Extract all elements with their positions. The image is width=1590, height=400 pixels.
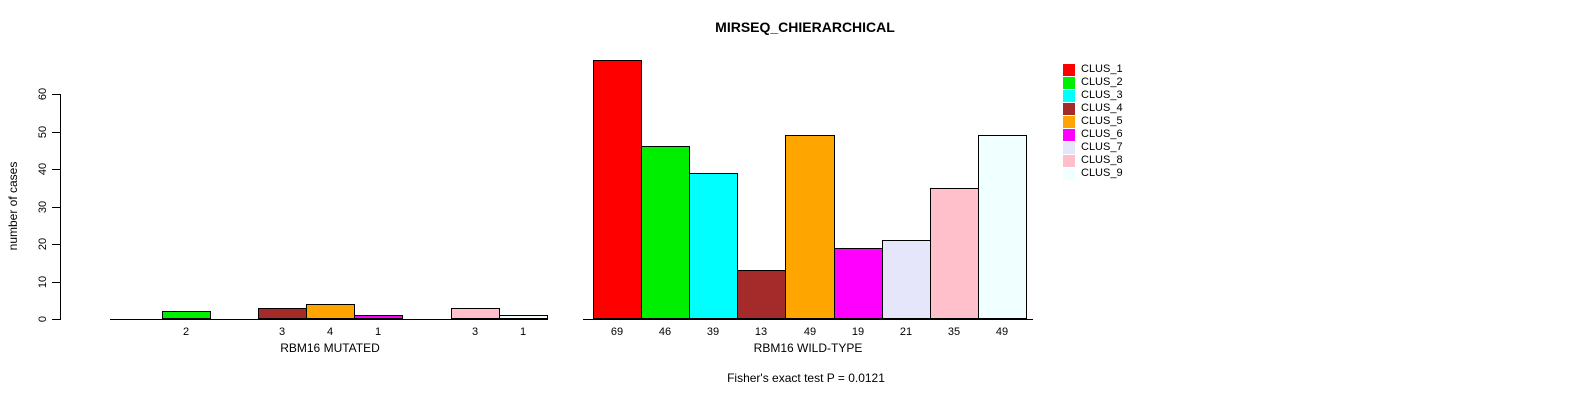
legend-swatch-CLUS_9 [1063, 167, 1075, 180]
bar-value-label: 49 [995, 326, 1009, 338]
y-tick-label: 40 [37, 162, 49, 176]
legend-label: CLUS_6 [1081, 128, 1123, 140]
bar-value-label: 2 [182, 326, 190, 338]
bar-value-label: 19 [851, 326, 865, 338]
bar-CLUS_6 [834, 248, 883, 319]
x-axis-line [583, 319, 1033, 320]
bar-value-label: 3 [471, 326, 479, 338]
y-tick [52, 132, 60, 133]
bar-CLUS_4 [258, 308, 307, 319]
bar-CLUS_2 [641, 146, 690, 319]
legend-label: CLUS_2 [1081, 76, 1123, 88]
bar-CLUS_8 [451, 308, 500, 319]
legend-label: CLUS_7 [1081, 141, 1123, 153]
legend-item: CLUS_5 [1063, 115, 1123, 128]
y-tick-label: 60 [37, 87, 49, 101]
y-axis-label: number of cases [6, 161, 20, 251]
chart-title: MIRSEQ_CHIERARCHICAL [715, 19, 895, 35]
legend: CLUS_1 CLUS_2 CLUS_3 CLUS_4 CLUS_5 CLUS_6 CLUS… [1063, 63, 1123, 180]
bar-CLUS_7 [882, 240, 931, 319]
bar-value-label: 46 [658, 326, 672, 338]
legend-swatch-CLUS_3 [1063, 89, 1075, 102]
bar-CLUS_2 [162, 311, 211, 319]
y-tick [52, 169, 60, 170]
legend-item: CLUS_7 [1063, 141, 1123, 154]
legend-swatch-CLUS_4 [1063, 102, 1075, 115]
legend-item: CLUS_9 [1063, 167, 1123, 180]
legend-swatch-CLUS_7 [1063, 141, 1075, 154]
legend-item: CLUS_8 [1063, 154, 1123, 167]
bar-value-label: 35 [947, 326, 961, 338]
group-axis-label: RBM16 MUTATED [280, 341, 380, 355]
y-tick-label: 10 [37, 275, 49, 289]
bar-CLUS_4 [737, 270, 786, 319]
x-axis-line [110, 319, 548, 320]
y-tick-label: 20 [37, 237, 49, 251]
bar-CLUS_5 [306, 304, 355, 319]
legend-item: CLUS_2 [1063, 76, 1123, 89]
legend-swatch-CLUS_2 [1063, 76, 1075, 89]
legend-item: CLUS_1 [1063, 63, 1123, 76]
bar-CLUS_9 [499, 315, 548, 319]
fisher-test-annotation: Fisher's exact test P = 0.0121 [727, 371, 885, 385]
legend-swatch-CLUS_5 [1063, 115, 1075, 128]
bar-value-label: 39 [706, 326, 720, 338]
legend-swatch-CLUS_6 [1063, 128, 1075, 141]
legend-swatch-CLUS_1 [1063, 63, 1075, 76]
legend-label: CLUS_4 [1081, 102, 1123, 114]
bar-value-label: 69 [610, 326, 624, 338]
legend-item: CLUS_4 [1063, 102, 1123, 115]
bar-CLUS_3 [689, 173, 738, 319]
y-tick-label: 0 [37, 315, 49, 323]
group-axis-label: RBM16 WILD-TYPE [753, 341, 863, 355]
bar-value-label: 3 [278, 326, 286, 338]
bar-value-label: 1 [374, 326, 382, 338]
y-tick [52, 244, 60, 245]
bar-value-label: 49 [803, 326, 817, 338]
legend-item: CLUS_6 [1063, 128, 1123, 141]
legend-swatch-CLUS_8 [1063, 154, 1075, 167]
y-tick [52, 94, 60, 95]
legend-label: CLUS_5 [1081, 115, 1123, 127]
bar-CLUS_9 [978, 135, 1027, 319]
legend-label: CLUS_1 [1081, 63, 1123, 75]
bar-CLUS_8 [930, 188, 979, 319]
y-tick [52, 282, 60, 283]
bar-value-label: 1 [519, 326, 527, 338]
legend-label: CLUS_3 [1081, 89, 1123, 101]
bar-CLUS_1 [593, 60, 642, 319]
y-tick [52, 207, 60, 208]
y-tick-label: 30 [37, 200, 49, 214]
y-tick [52, 319, 60, 320]
bar-value-label: 4 [326, 326, 334, 338]
bar-value-label: 21 [899, 326, 913, 338]
y-tick-label: 50 [37, 125, 49, 139]
legend-label: CLUS_8 [1081, 154, 1123, 166]
bar-value-label: 13 [754, 326, 768, 338]
legend-item: CLUS_3 [1063, 89, 1123, 102]
bar-CLUS_6 [354, 315, 403, 319]
legend-label: CLUS_9 [1081, 167, 1123, 179]
bar-CLUS_5 [785, 135, 835, 319]
y-axis-line [60, 94, 61, 320]
